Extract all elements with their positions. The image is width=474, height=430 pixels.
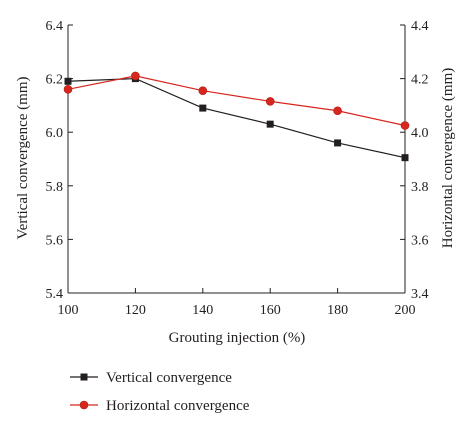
x-tick-label: 160 — [260, 303, 281, 318]
vertical-convergence-point — [334, 139, 342, 147]
horizontal-convergence-point — [63, 85, 73, 94]
x-tick-label: 120 — [125, 303, 146, 318]
horizontal-convergence-point — [333, 106, 342, 116]
legend-marker — [80, 373, 88, 381]
left-tick-label: 5.6 — [46, 233, 64, 248]
legend-item-vertical-convergence: Vertical convergence — [70, 370, 232, 386]
vertical-convergence-point — [64, 77, 72, 85]
left-tick-label: 6.2 — [46, 73, 64, 88]
vertical-convergence-point — [266, 120, 274, 128]
right-tick-label: 4.0 — [411, 126, 429, 141]
plot-frame — [67, 25, 406, 294]
right-tick-label: 4.4 — [411, 19, 429, 34]
vertical-convergence-series — [64, 75, 409, 162]
x-axis-label: Grouting injection (%) — [169, 330, 306, 346]
right-tick-label: 3.6 — [411, 233, 429, 248]
right-axis-label: Horizontal convergence (mm) — [440, 68, 456, 248]
series-layer — [63, 71, 410, 162]
x-tick-label: 180 — [327, 303, 348, 318]
legend-item-horizontal-convergence: Horizontal convergence — [70, 398, 250, 414]
horizontal-convergence-point — [265, 97, 275, 106]
right-tick-label: 3.4 — [411, 287, 429, 302]
legend-label: Vertical convergence — [106, 370, 232, 386]
legend-label: Horizontal convergence — [106, 398, 250, 414]
horizontal-convergence-series — [63, 71, 410, 130]
left-tick-label: 5.8 — [46, 180, 64, 195]
right-axis-ticks: 3.4 3.6 3.8 4.0 4.2 4.4 — [400, 19, 429, 302]
left-tick-label: 5.4 — [46, 287, 64, 302]
right-tick-label: 3.8 — [411, 180, 429, 195]
x-tick-label: 140 — [192, 303, 213, 318]
horizontal-convergence-point — [131, 71, 140, 81]
x-axis-ticks: 100 120 140 160 180 200 — [58, 288, 416, 318]
x-tick-label: 200 — [395, 303, 416, 318]
vertical-convergence-line — [67, 77, 406, 159]
x-tick-label: 100 — [58, 303, 79, 318]
legend-marker — [79, 400, 89, 410]
horizontal-convergence-line — [67, 75, 406, 127]
horizontal-convergence-point — [400, 121, 410, 130]
left-tick-label: 6.0 — [46, 126, 64, 141]
left-tick-label: 6.4 — [46, 19, 64, 34]
vertical-convergence-point — [199, 104, 207, 112]
right-tick-label: 4.2 — [411, 73, 429, 88]
left-axis-label: Vertical convergence (mm) — [15, 77, 31, 240]
left-axis-ticks: 5.4 5.6 5.8 6.0 6.2 6.4 — [46, 19, 73, 302]
vertical-convergence-point — [401, 154, 409, 162]
horizontal-convergence-point — [198, 86, 208, 95]
legend: Vertical convergence Horizontal convergen… — [70, 370, 250, 414]
